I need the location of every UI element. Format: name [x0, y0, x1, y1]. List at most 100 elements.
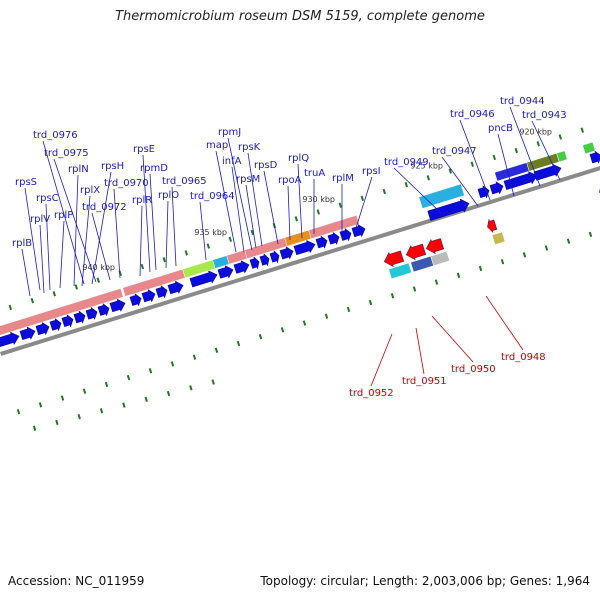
gc-mark	[8, 304, 12, 311]
gc-mark	[206, 243, 210, 249]
cog-band	[582, 141, 596, 155]
gene-forward	[503, 171, 538, 190]
gc-mark	[122, 402, 126, 408]
gene-label-rpsK: rpsK	[238, 142, 261, 153]
gene-label-trd_0949: trd_0949	[384, 157, 429, 168]
cog-band	[491, 231, 506, 245]
gc-mark	[580, 127, 584, 133]
gc-mark	[82, 388, 87, 394]
label-leader	[171, 186, 177, 267]
gene-forward	[85, 306, 98, 321]
gc-mark	[104, 381, 109, 388]
label-leader	[24, 187, 41, 291]
gc-mark	[338, 202, 342, 208]
label-leader	[45, 203, 51, 291]
gc-mark	[382, 188, 386, 195]
label-leader	[73, 174, 79, 287]
gc-mark	[346, 306, 351, 313]
gene-forward	[155, 284, 168, 299]
gene-label-trd_0951: trd_0951	[402, 376, 447, 387]
gene-forward	[293, 239, 316, 256]
gene-label-rpsD: rpsD	[254, 160, 278, 171]
gene-forward	[49, 317, 62, 332]
gene-forward	[279, 246, 294, 260]
gene-forward	[327, 231, 340, 246]
gc-mark	[360, 195, 364, 202]
gc-mark	[250, 229, 254, 236]
label-leader	[459, 119, 491, 201]
gc-mark	[30, 297, 34, 304]
label-leader	[431, 315, 474, 363]
label-leader	[59, 220, 65, 289]
gene-label-pncB: pncB	[488, 123, 513, 134]
label-leader	[245, 184, 257, 249]
gene-label-trd_0972: trd_0972	[82, 202, 127, 213]
label-leader	[39, 224, 45, 294]
label-leader	[509, 106, 541, 187]
gene-label-rpsS: rpsS	[15, 177, 37, 188]
gene-reverse	[383, 250, 405, 268]
label-leader	[531, 120, 561, 181]
gene-label-truA: truA	[304, 168, 325, 179]
gc-mark	[456, 272, 461, 278]
label-leader	[139, 205, 143, 277]
gene-forward	[97, 302, 110, 317]
gc-mark	[236, 340, 241, 347]
gc-mark	[189, 385, 193, 391]
gene-forward	[141, 288, 156, 303]
gene-label-rplQ: rplQ	[288, 153, 309, 164]
gene-forward	[427, 198, 470, 221]
label-leader	[42, 140, 85, 285]
kbp-tick-label: 920 kbp	[519, 127, 552, 136]
gene-label-trd_0964: trd_0964	[190, 191, 235, 202]
gene-label-rplB: rplB	[12, 238, 32, 249]
gene-reverse	[487, 219, 498, 233]
label-leader	[21, 248, 31, 297]
label-leader	[415, 327, 425, 375]
gc-mark	[390, 293, 395, 299]
cog-band	[0, 288, 124, 336]
gene-label-rpsH: rpsH	[101, 161, 124, 172]
gc-mark	[74, 284, 78, 290]
label-leader	[165, 200, 169, 269]
label-leader	[287, 185, 291, 241]
gene-label-rpoA: rpoA	[278, 175, 302, 186]
gene-forward	[109, 298, 126, 313]
gene-label-trd_0943: trd_0943	[522, 110, 567, 121]
label-leader	[91, 212, 111, 281]
label-leader	[215, 150, 237, 253]
gene-label-trd_0975: trd_0975	[44, 148, 89, 159]
gc-mark	[192, 354, 197, 360]
gc-mark	[55, 419, 59, 426]
gene-forward	[19, 326, 36, 341]
gc-mark	[32, 425, 37, 431]
gene-label-trd_0970: trd_0970	[104, 178, 149, 189]
label-leader	[231, 166, 245, 253]
gc-mark	[426, 175, 430, 181]
label-leader	[142, 154, 151, 273]
gc-mark	[228, 236, 232, 242]
kbp-tick-label: 940 kbp	[82, 263, 115, 272]
gene-label-trd_0952: trd_0952	[349, 388, 394, 399]
label-leader	[393, 167, 443, 215]
gene-forward	[167, 280, 184, 295]
gene-label-rplO: rplO	[158, 190, 179, 201]
kbp-tick-label: 930 kbp	[302, 195, 335, 204]
gene-forward	[489, 181, 504, 195]
gc-mark	[140, 263, 144, 270]
gc-mark	[558, 134, 562, 140]
gc-mark	[492, 154, 496, 161]
gene-reverse	[425, 238, 445, 255]
gc-mark	[412, 286, 417, 292]
gc-mark	[148, 368, 153, 374]
gene-forward	[259, 252, 270, 267]
gc-mark	[566, 238, 571, 244]
gene-forward	[189, 270, 218, 288]
gene-label-rpmJ: rpmJ	[218, 127, 241, 138]
gc-mark	[368, 299, 373, 306]
topology-summary: Topology: circular; Length: 2,003,006 bp…	[260, 574, 590, 588]
gene-label-rplN: rplN	[68, 164, 89, 175]
gc-mark	[500, 258, 505, 265]
gene-label-rplM: rplM	[332, 173, 354, 184]
gc-mark	[404, 182, 408, 188]
